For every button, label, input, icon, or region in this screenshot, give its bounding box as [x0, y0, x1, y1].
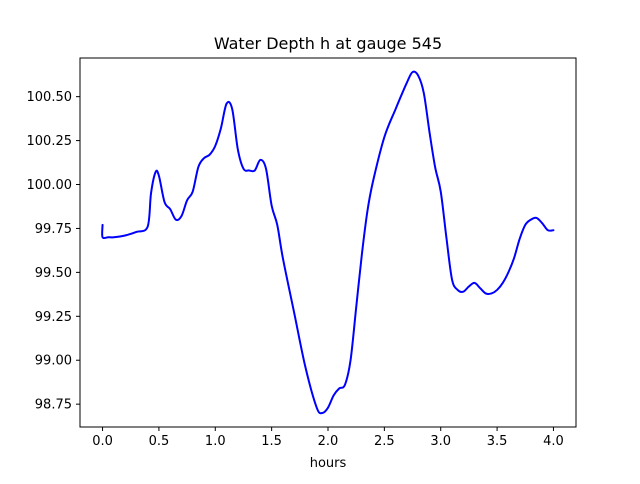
x-tick-label: 1.0 [205, 434, 226, 449]
x-axis-ticks: 0.0 0.5 1.0 1.5 2.0 2.5 3.0 3.5 4.0 [92, 427, 564, 449]
series-layer [101, 70, 555, 415]
y-tick-label: 99.00 [35, 354, 72, 369]
y-tick-label: 100.25 [27, 134, 73, 149]
y-tick-label: 99.75 [35, 222, 72, 237]
x-tick-label: 1.5 [261, 434, 282, 449]
water-depth-line [101, 70, 555, 415]
y-tick-label: 100.00 [27, 178, 73, 193]
chart-title: Water Depth h at gauge 545 [214, 34, 442, 53]
x-tick-label: 4.0 [543, 434, 564, 449]
y-tick-label: 99.25 [35, 310, 72, 325]
x-tick-label: 3.0 [430, 434, 451, 449]
x-tick-label: 3.5 [487, 434, 508, 449]
x-tick-label: 0.0 [92, 434, 113, 449]
x-tick-label: 2.5 [374, 434, 395, 449]
y-tick-label: 99.50 [35, 266, 72, 281]
y-tick-label: 100.50 [27, 90, 73, 105]
x-axis-label: hours [310, 456, 347, 471]
y-axis-ticks: 98.75 99.00 99.25 99.50 99.75 100.00 100.25 100… [27, 90, 80, 413]
y-tick-label: 98.75 [35, 398, 72, 413]
x-tick-label: 0.5 [149, 434, 170, 449]
x-tick-label: 2.0 [318, 434, 339, 449]
